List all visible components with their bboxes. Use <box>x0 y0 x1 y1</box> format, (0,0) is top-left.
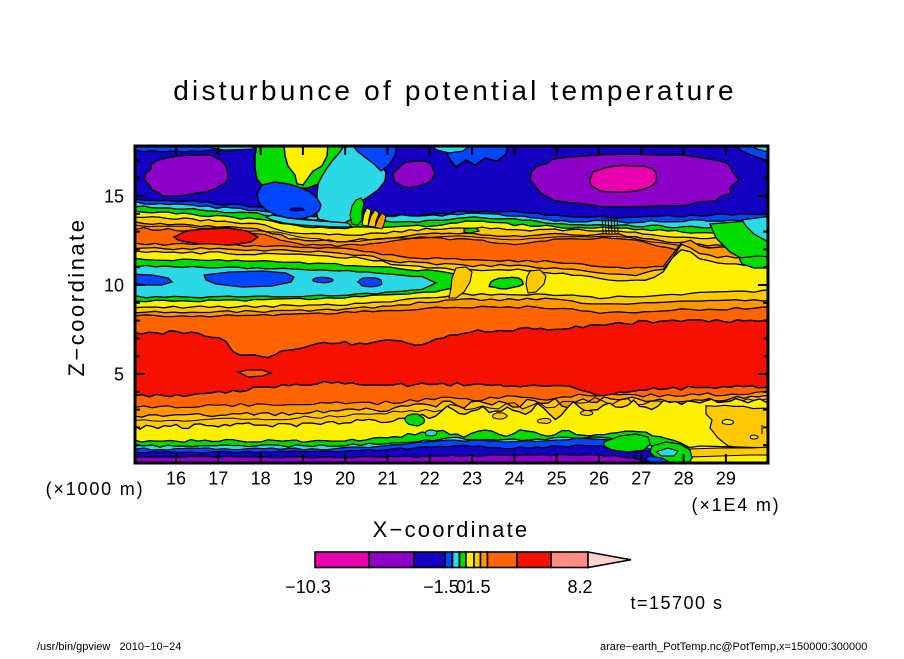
svg-text:23: 23 <box>462 469 482 489</box>
svg-text:t=15700 s: t=15700 s <box>630 593 723 613</box>
svg-text:29: 29 <box>716 469 736 489</box>
svg-text:(×1000 m): (×1000 m) <box>46 479 145 499</box>
svg-text:(×1E4 m): (×1E4 m) <box>692 495 781 515</box>
svg-text:X−coordinate: X−coordinate <box>373 517 530 542</box>
svg-text:20: 20 <box>335 469 355 489</box>
svg-text:18: 18 <box>251 469 271 489</box>
svg-text:24: 24 <box>504 469 524 489</box>
svg-text:disturbunce of potential te: disturbunce of potential temperature <box>173 75 736 106</box>
svg-text:arare−earth_PotTemp.nc@PotTemp: arare−earth_PotTemp.nc@PotTemp,x=150000:… <box>600 641 867 653</box>
svg-text:26: 26 <box>589 469 609 489</box>
svg-text:5: 5 <box>114 365 124 385</box>
svg-text:22: 22 <box>420 469 440 489</box>
svg-text:19: 19 <box>293 469 313 489</box>
svg-text:27: 27 <box>631 469 651 489</box>
svg-text:21: 21 <box>377 469 397 489</box>
svg-text:−1.5: −1.5 <box>423 577 459 597</box>
svg-text:10: 10 <box>104 276 124 296</box>
svg-text:−10.3: −10.3 <box>285 577 331 597</box>
svg-text:25: 25 <box>547 469 567 489</box>
svg-text:1.5: 1.5 <box>465 577 490 597</box>
svg-text:Z−coordinate: Z−coordinate <box>64 217 89 376</box>
svg-text:/usr/bin/gpview 2010−10−24: /usr/bin/gpview 2010−10−24 <box>37 641 181 653</box>
svg-text:17: 17 <box>208 469 228 489</box>
svg-text:0: 0 <box>456 577 466 597</box>
svg-text:16: 16 <box>166 469 186 489</box>
svg-text:15: 15 <box>104 187 124 207</box>
svg-text:28: 28 <box>674 469 694 489</box>
svg-text:8.2: 8.2 <box>567 577 592 597</box>
